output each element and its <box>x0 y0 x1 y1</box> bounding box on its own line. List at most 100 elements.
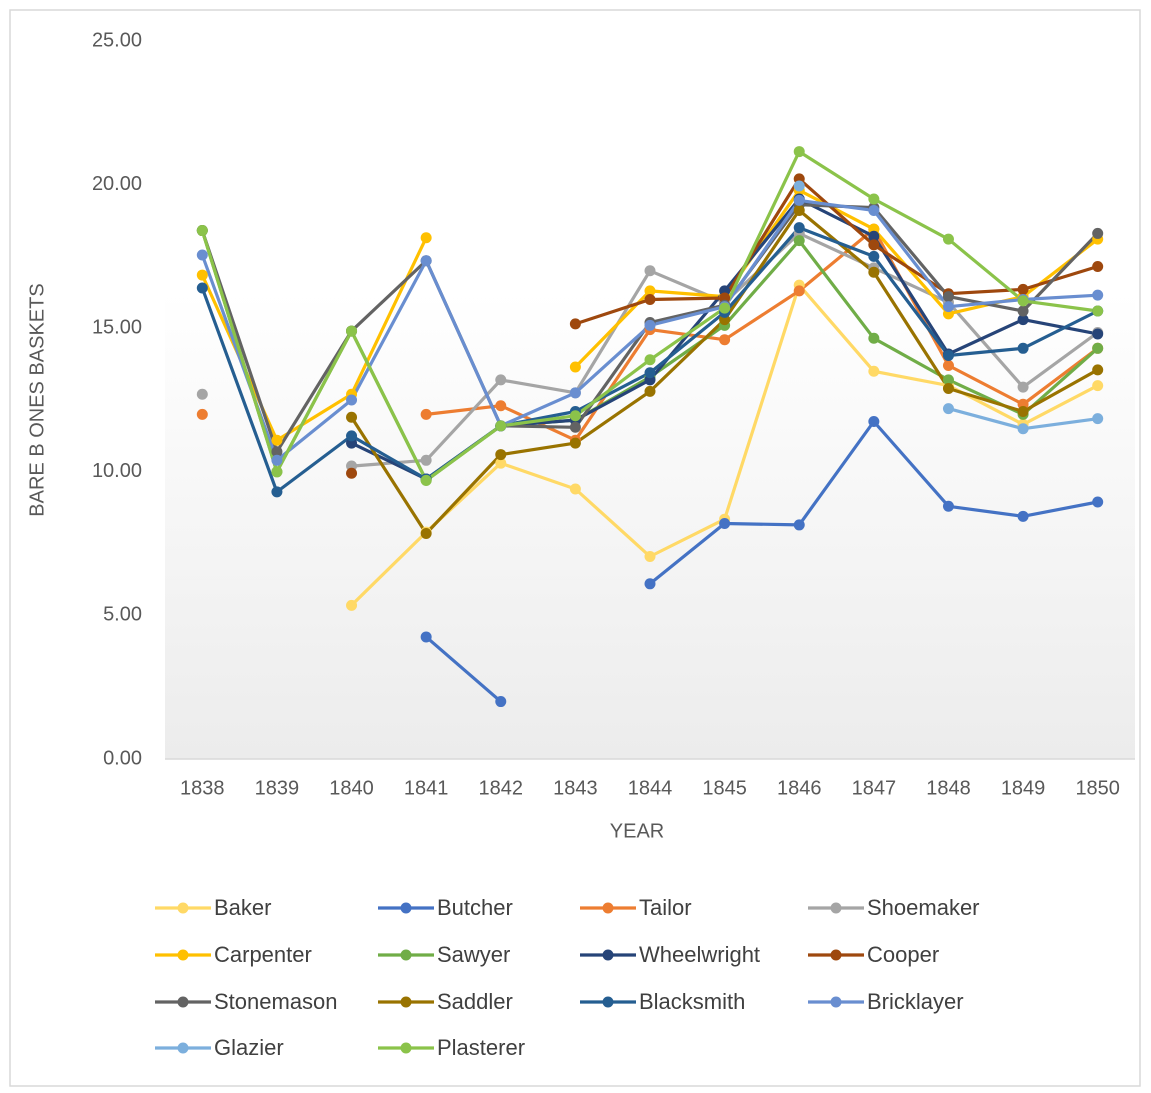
x-tick-label: 1839 <box>255 777 300 799</box>
data-point <box>569 387 581 399</box>
data-point <box>1017 510 1029 522</box>
data-point <box>569 318 581 330</box>
data-point <box>1092 328 1104 340</box>
data-point <box>1017 305 1029 317</box>
data-point <box>868 416 880 428</box>
data-point <box>719 334 731 346</box>
y-tick-label: 20.00 <box>92 173 142 195</box>
data-point <box>1092 364 1104 376</box>
data-point <box>196 388 208 400</box>
x-tick-label: 1844 <box>628 777 673 799</box>
x-tick-label: 1850 <box>1075 777 1120 799</box>
legend-marker <box>830 949 842 961</box>
x-tick-label: 1848 <box>926 777 971 799</box>
data-point <box>942 301 954 313</box>
data-point <box>346 430 358 442</box>
data-point <box>1017 283 1029 295</box>
data-point <box>420 454 432 466</box>
y-tick-label: 25.00 <box>92 29 142 51</box>
x-tick-label: 1838 <box>180 777 225 799</box>
legend-marker <box>602 996 614 1008</box>
data-point <box>1092 496 1104 508</box>
data-point <box>942 360 954 372</box>
data-point <box>495 400 507 412</box>
legend-marker <box>830 902 842 914</box>
y-tick-label: 5.00 <box>103 604 142 626</box>
data-point <box>1092 413 1104 425</box>
data-point <box>1092 260 1104 272</box>
legend-marker <box>400 1042 412 1054</box>
data-point <box>1092 289 1104 301</box>
x-tick-label: 1849 <box>1001 777 1046 799</box>
legend-label: Carpenter <box>214 942 312 967</box>
legend-label: Baker <box>214 895 271 920</box>
data-point <box>793 235 805 247</box>
y-tick-label: 10.00 <box>92 460 142 482</box>
legend-marker <box>400 949 412 961</box>
legend-label: Sawyer <box>437 942 510 967</box>
data-point <box>868 266 880 278</box>
data-point <box>1092 342 1104 354</box>
data-point <box>196 269 208 281</box>
y-tick-label: 0.00 <box>103 747 142 769</box>
data-point <box>644 319 656 331</box>
data-point <box>644 293 656 305</box>
data-point <box>420 528 432 540</box>
data-point <box>1017 295 1029 307</box>
legend-marker <box>830 996 842 1008</box>
data-point <box>420 255 432 267</box>
legend-label: Tailor <box>639 895 692 920</box>
data-point <box>1092 380 1104 392</box>
data-point <box>644 385 656 397</box>
y-tick-label: 15.00 <box>92 316 142 338</box>
data-point <box>868 239 880 251</box>
data-point <box>346 599 358 611</box>
data-point <box>495 420 507 432</box>
legend-label: Cooper <box>867 942 939 967</box>
legend-label: Plasterer <box>437 1035 525 1060</box>
data-point <box>569 421 581 433</box>
legend-label: Shoemaker <box>867 895 980 920</box>
data-point <box>868 332 880 344</box>
data-point <box>644 578 656 590</box>
legend-label: Bricklayer <box>867 989 964 1014</box>
x-tick-label: 1847 <box>852 777 897 799</box>
data-point <box>644 285 656 297</box>
data-point <box>793 519 805 531</box>
data-point <box>196 225 208 237</box>
data-point <box>196 408 208 420</box>
data-point <box>868 365 880 377</box>
data-point <box>271 454 283 466</box>
x-axis-title: YEAR <box>610 820 664 842</box>
x-tick-label: 1845 <box>702 777 747 799</box>
data-point <box>495 457 507 469</box>
data-point <box>346 467 358 479</box>
data-point <box>346 394 358 406</box>
data-point <box>569 361 581 373</box>
data-point <box>793 194 805 206</box>
data-point <box>569 410 581 422</box>
data-point <box>271 434 283 446</box>
data-point <box>271 466 283 478</box>
data-point <box>569 437 581 449</box>
data-point <box>719 302 731 314</box>
data-point <box>495 696 507 708</box>
data-point <box>196 249 208 261</box>
data-point <box>569 483 581 495</box>
legend-marker <box>177 949 189 961</box>
data-point <box>196 282 208 294</box>
data-point <box>346 325 358 337</box>
legend-marker <box>602 949 614 961</box>
data-point <box>793 146 805 158</box>
legend-label: Blacksmith <box>639 989 745 1014</box>
legend-marker <box>177 1042 189 1054</box>
x-tick-label: 1846 <box>777 777 822 799</box>
data-point <box>271 486 283 498</box>
legend-marker <box>177 902 189 914</box>
data-point <box>942 291 954 303</box>
legend-marker <box>400 902 412 914</box>
data-point <box>420 408 432 420</box>
legend-marker <box>177 996 189 1008</box>
data-point <box>793 180 805 192</box>
